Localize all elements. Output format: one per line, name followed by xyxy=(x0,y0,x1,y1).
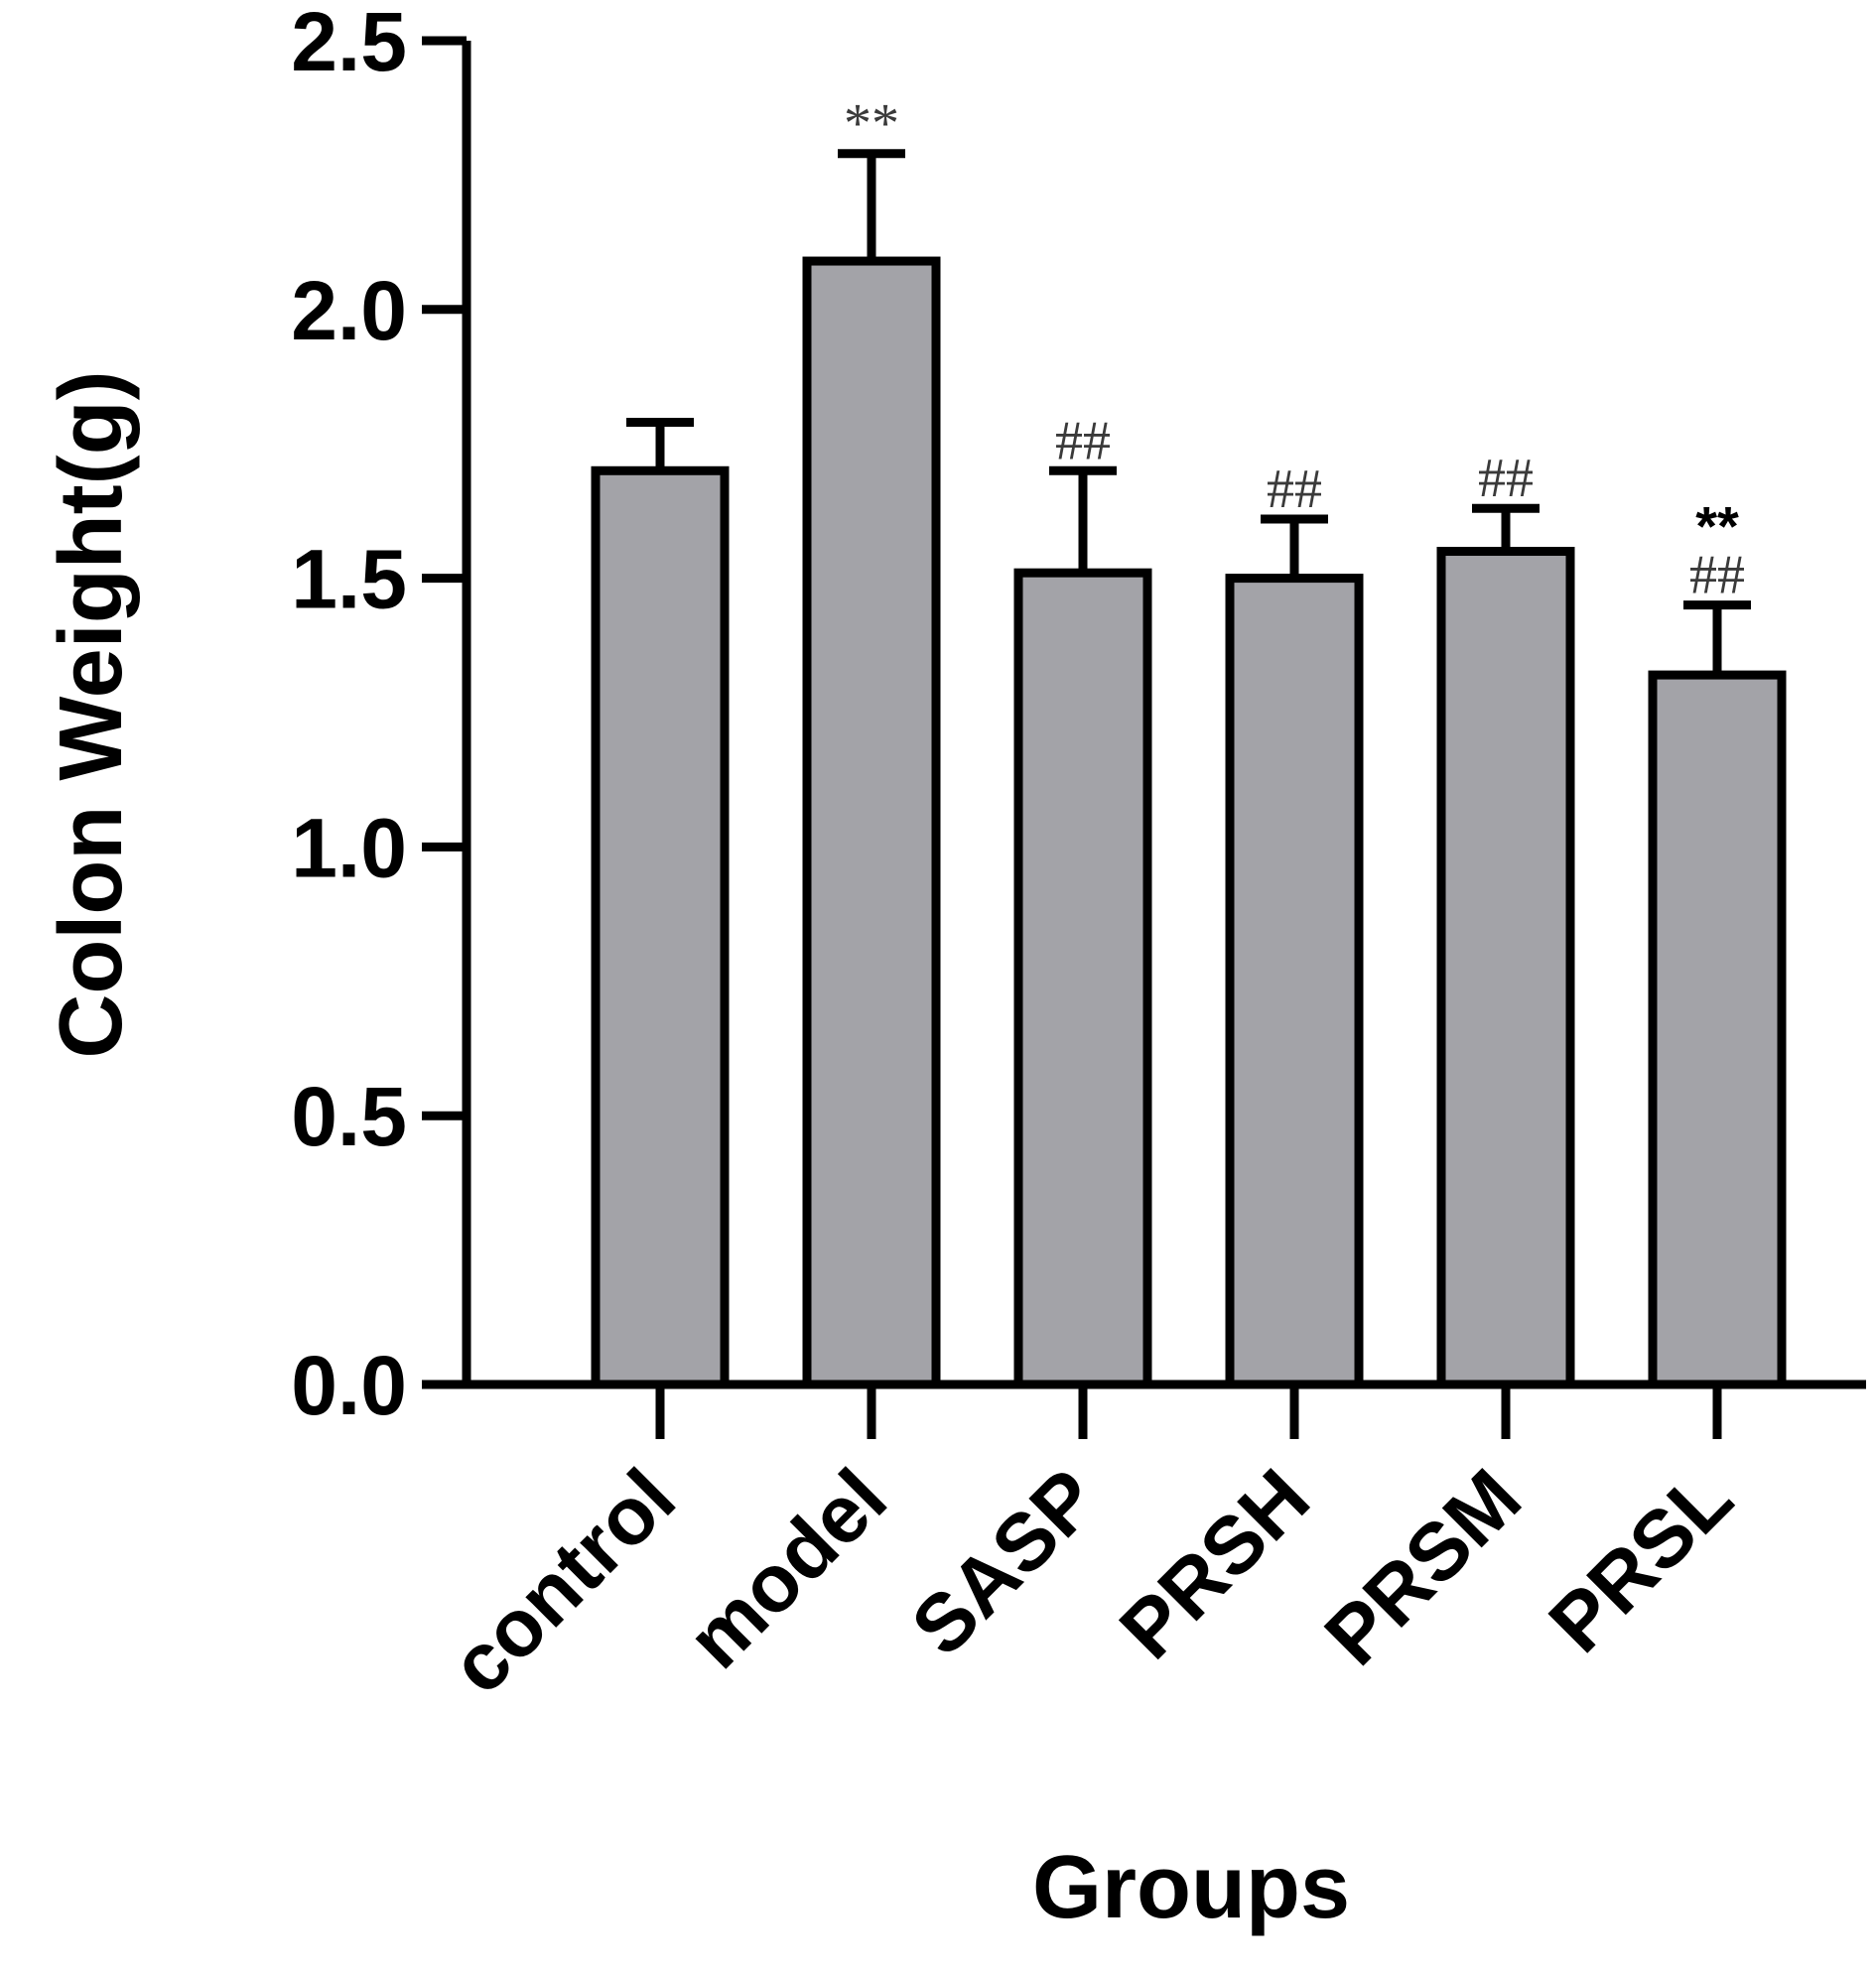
x-axis-title: Groups xyxy=(1032,1838,1350,1937)
significance-mark: ** xyxy=(844,93,899,155)
y-tick-label: 1.5 xyxy=(291,533,407,626)
y-tick-label: 2.5 xyxy=(291,0,407,88)
bar-model xyxy=(802,256,941,1389)
y-axis: 0.0 0.5 1.0 1.5 2.0 2.5 xyxy=(291,0,471,1432)
y-tick-label: 0.0 xyxy=(291,1339,407,1432)
bar-prsl xyxy=(1648,670,1787,1389)
significance-mark: ## xyxy=(1055,410,1111,471)
bars-group xyxy=(591,256,1787,1389)
x-tick-label-sasp: SASP xyxy=(894,1452,1115,1672)
x-tick-label-model: model xyxy=(671,1452,904,1685)
significance-mark: ## xyxy=(1267,459,1322,520)
x-tick-label-control: control xyxy=(434,1452,693,1711)
x-tick-label-prsm: PRSM xyxy=(1308,1452,1539,1682)
bar-prsm xyxy=(1436,547,1575,1389)
significance-annotations: **#### ####** xyxy=(844,93,1745,606)
y-axis-title: Colon Weight(g) xyxy=(42,370,141,1058)
significance-mark: ## xyxy=(1689,545,1745,606)
bar-prsh xyxy=(1225,574,1364,1389)
x-tick-label-prsh: PRSH xyxy=(1103,1452,1326,1675)
bar-control xyxy=(591,465,730,1389)
y-tick-label: 2.0 xyxy=(291,264,407,357)
significance-mark: ** xyxy=(1695,495,1739,558)
error-bars-group xyxy=(626,149,1751,676)
significance-mark: ## xyxy=(1478,448,1534,509)
y-tick-label: 1.0 xyxy=(291,801,407,894)
y-tick-label: 0.5 xyxy=(291,1070,407,1163)
bar-sasp xyxy=(1013,568,1152,1389)
x-tick-label-prsl: PRSL xyxy=(1533,1452,1750,1669)
